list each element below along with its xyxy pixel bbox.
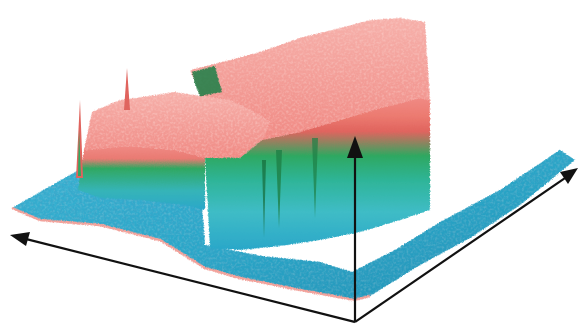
z-axis-arrowhead: [347, 136, 363, 158]
axes: [10, 136, 578, 324]
y-axis: [354, 168, 578, 323]
y-axis-arrowhead: [560, 168, 578, 184]
left-plateau: [76, 92, 270, 210]
x-axis-arrowhead: [10, 232, 30, 246]
z-axis: [347, 136, 363, 322]
right-plateau: [124, 18, 430, 250]
x-axis: [10, 232, 356, 324]
